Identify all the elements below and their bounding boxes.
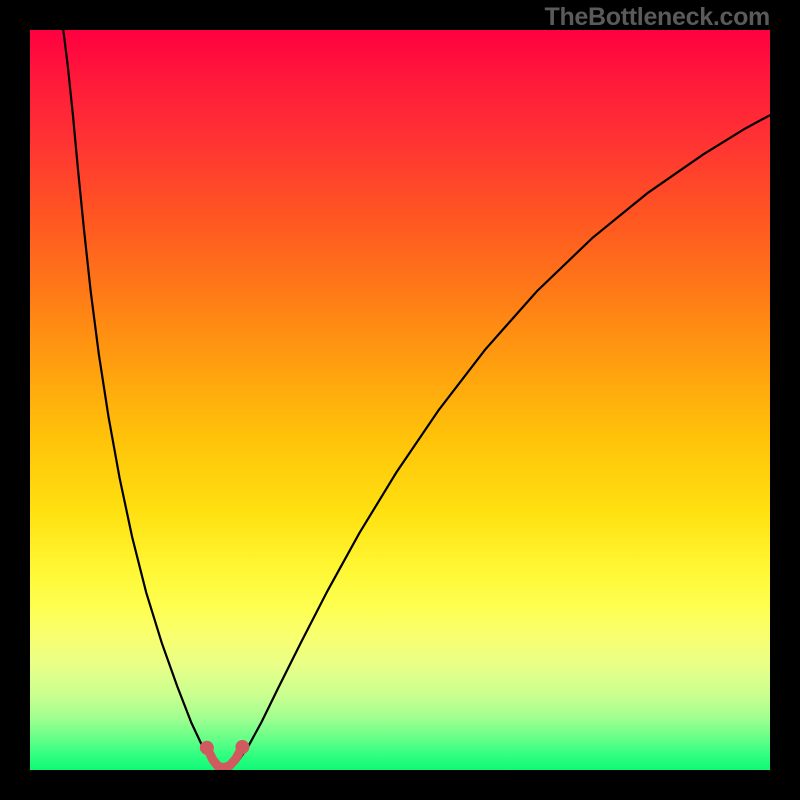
gradient-rect xyxy=(30,30,770,770)
frame-border-left xyxy=(0,0,30,800)
curve-end-marker xyxy=(200,741,214,755)
curve-end-marker xyxy=(235,740,249,754)
bottleneck-curve-svg xyxy=(0,0,800,800)
chart-container: TheBottleneck.com xyxy=(0,0,800,800)
frame-border-right xyxy=(770,0,800,800)
watermark-text: TheBottleneck.com xyxy=(544,3,770,32)
frame-border-bottom xyxy=(0,770,800,800)
